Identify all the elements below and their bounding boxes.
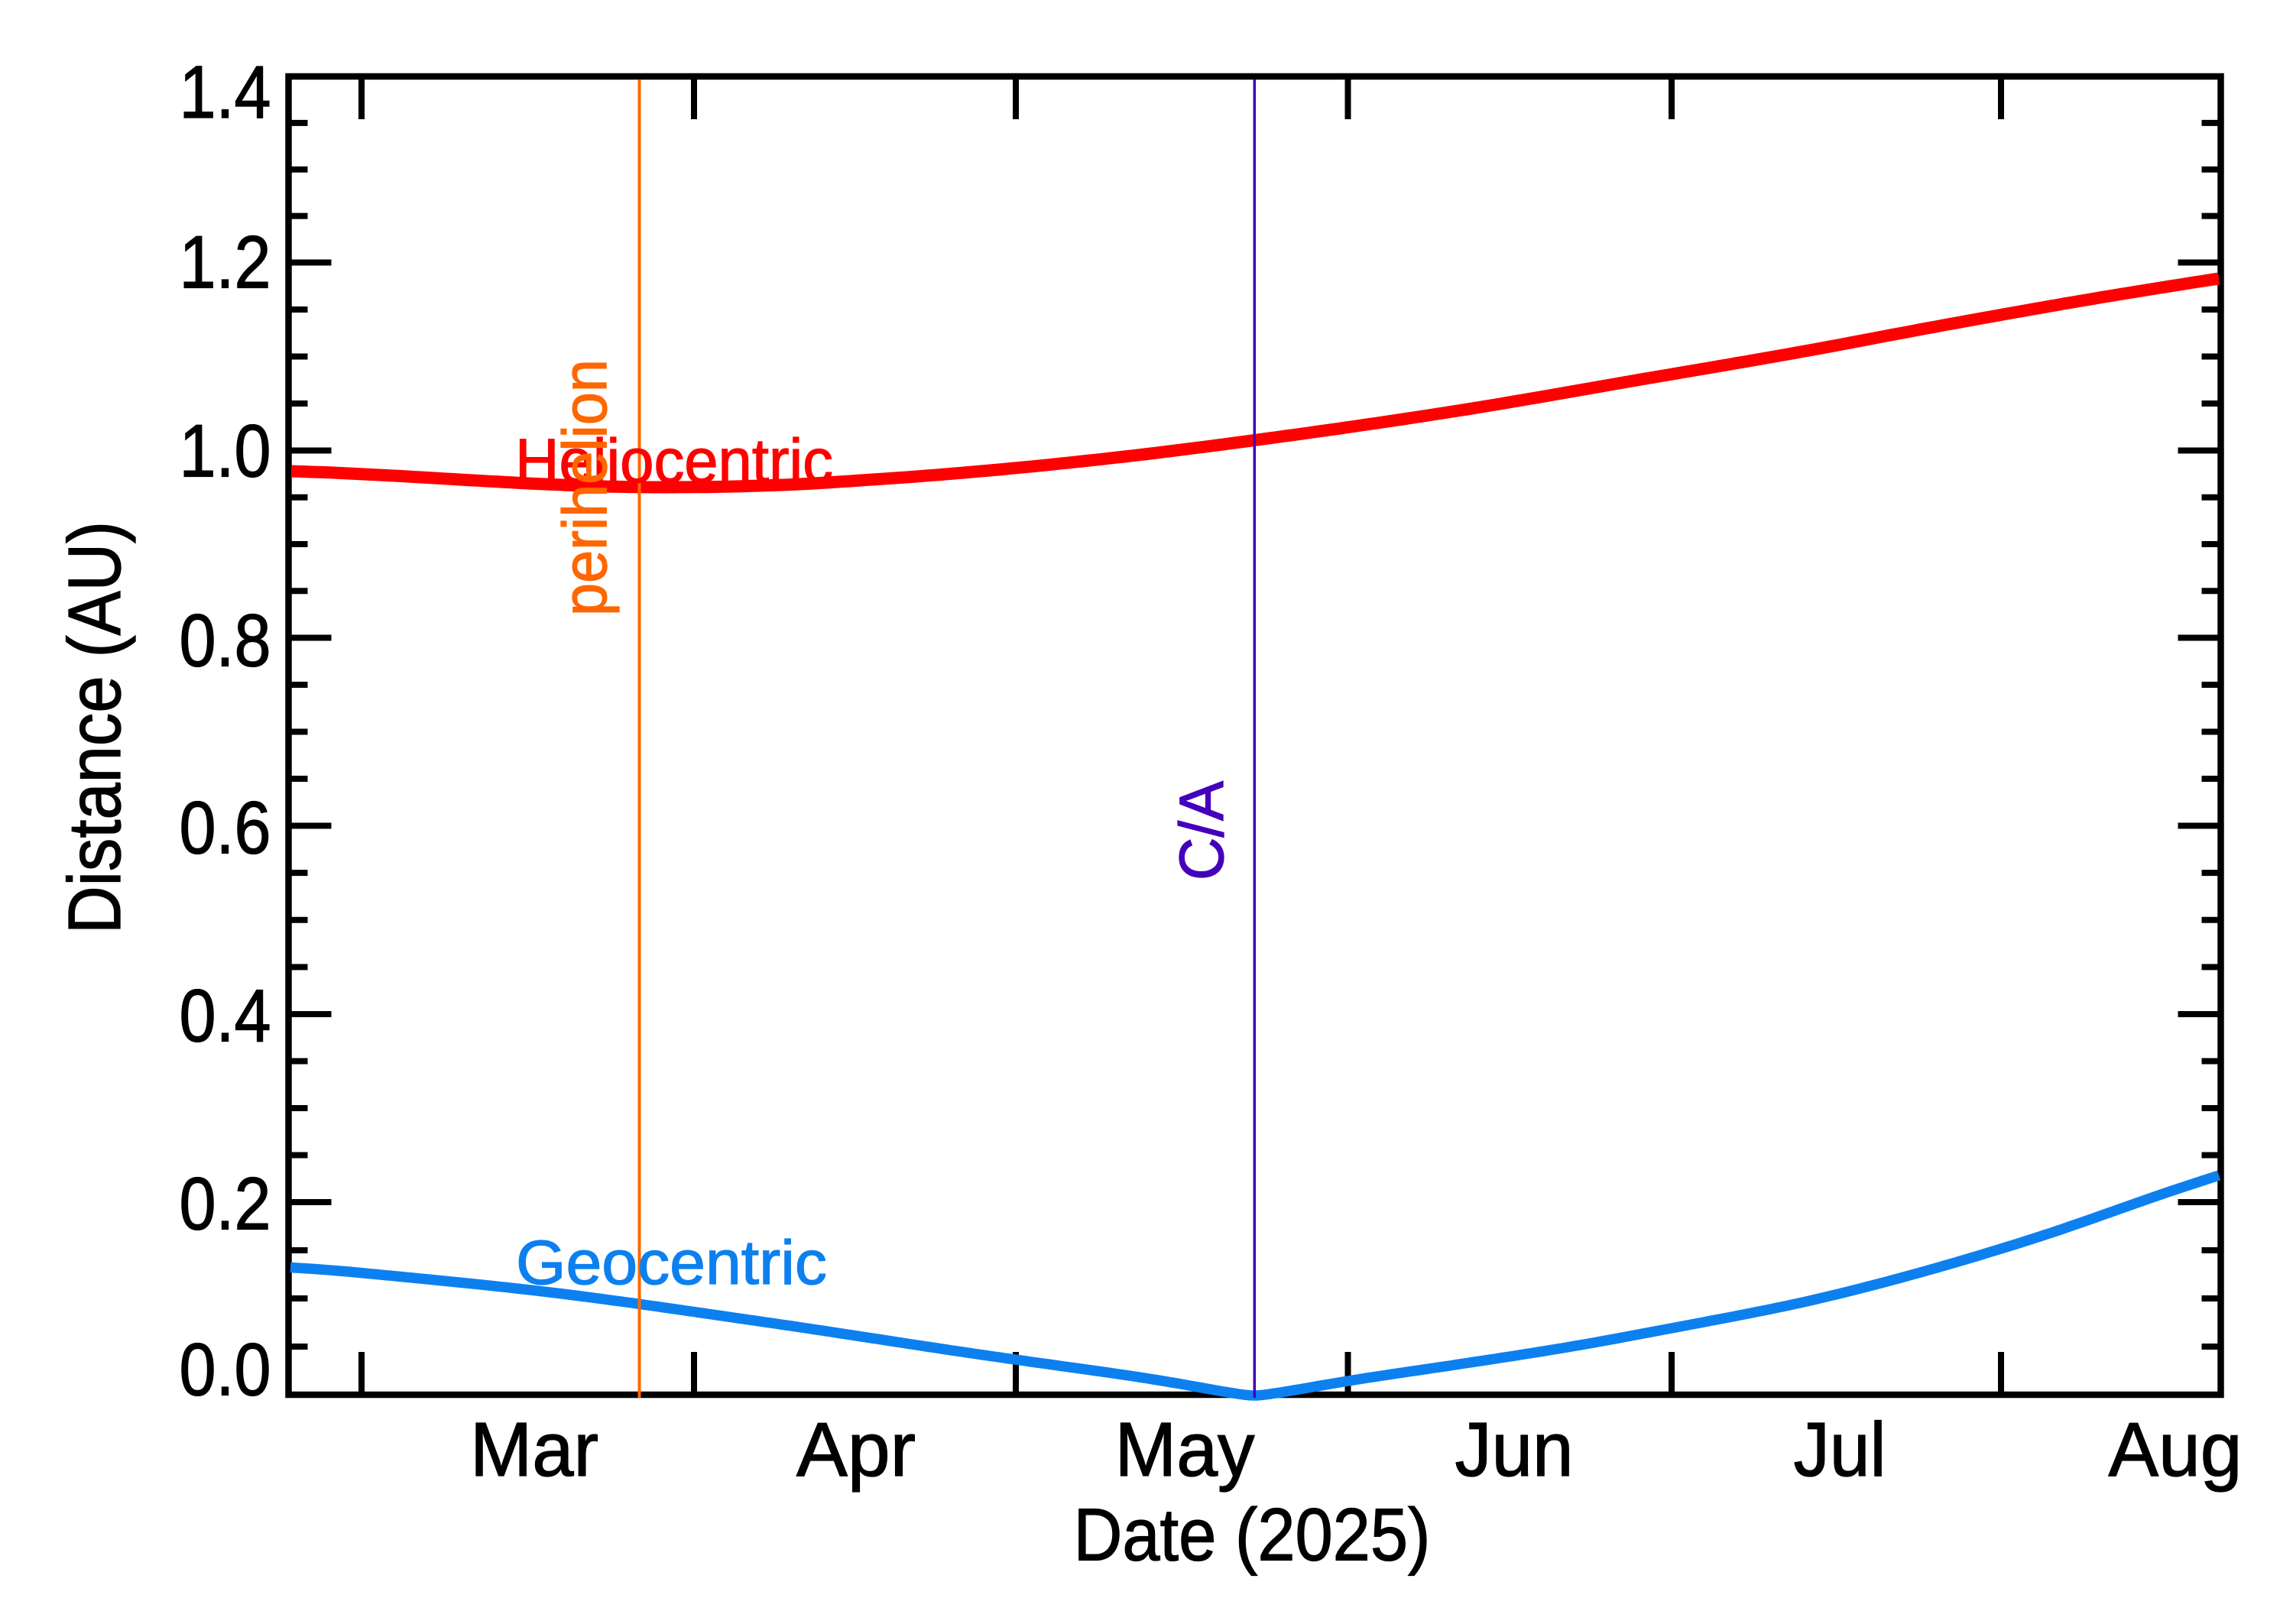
svg-text:0.6: 0.6 [180, 786, 271, 870]
svg-text:perihelion: perihelion [550, 359, 620, 616]
svg-text:Jul: Jul [1794, 1407, 1886, 1493]
svg-text:Date (2025): Date (2025) [1074, 1493, 1431, 1577]
svg-text:Heliocentric: Heliocentric [515, 426, 833, 496]
svg-text:Distance (AU): Distance (AU) [53, 521, 136, 934]
svg-text:0.4: 0.4 [180, 974, 271, 1058]
svg-text:1.4: 1.4 [180, 50, 271, 134]
svg-text:Aug: Aug [2109, 1407, 2243, 1493]
svg-text:Jun: Jun [1455, 1407, 1574, 1493]
svg-text:May: May [1115, 1407, 1255, 1493]
svg-text:0.8: 0.8 [180, 599, 271, 682]
svg-text:Geocentric: Geocentric [516, 1228, 827, 1298]
svg-text:Apr: Apr [796, 1407, 916, 1493]
svg-text:0.2: 0.2 [180, 1162, 271, 1246]
svg-text:0.0: 0.0 [180, 1328, 271, 1412]
svg-text:Mar: Mar [470, 1407, 598, 1493]
svg-text:C/A: C/A [1167, 781, 1237, 880]
svg-text:1.2: 1.2 [180, 221, 271, 304]
svg-text:1.0: 1.0 [180, 410, 271, 493]
